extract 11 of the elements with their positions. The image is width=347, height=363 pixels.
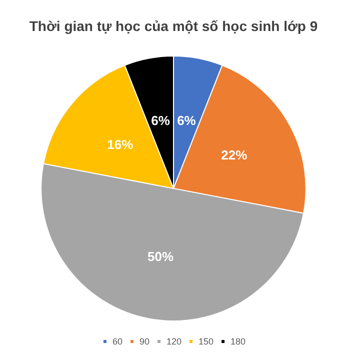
legend-label: 60 (112, 336, 122, 346)
data-label: 50% (148, 248, 174, 264)
legend-label: 90 (139, 336, 150, 346)
legend-label: 120 (166, 336, 182, 346)
data-label: 16% (107, 136, 134, 152)
data-label: 22% (221, 148, 248, 163)
chart-title: Thời gian tự học của một số học sinh lớp 9 (29, 18, 318, 34)
data-label: 6% (177, 112, 196, 128)
data-label: 6% (151, 112, 170, 128)
legend-label: 180 (230, 336, 246, 346)
legend-label: 150 (198, 336, 214, 346)
